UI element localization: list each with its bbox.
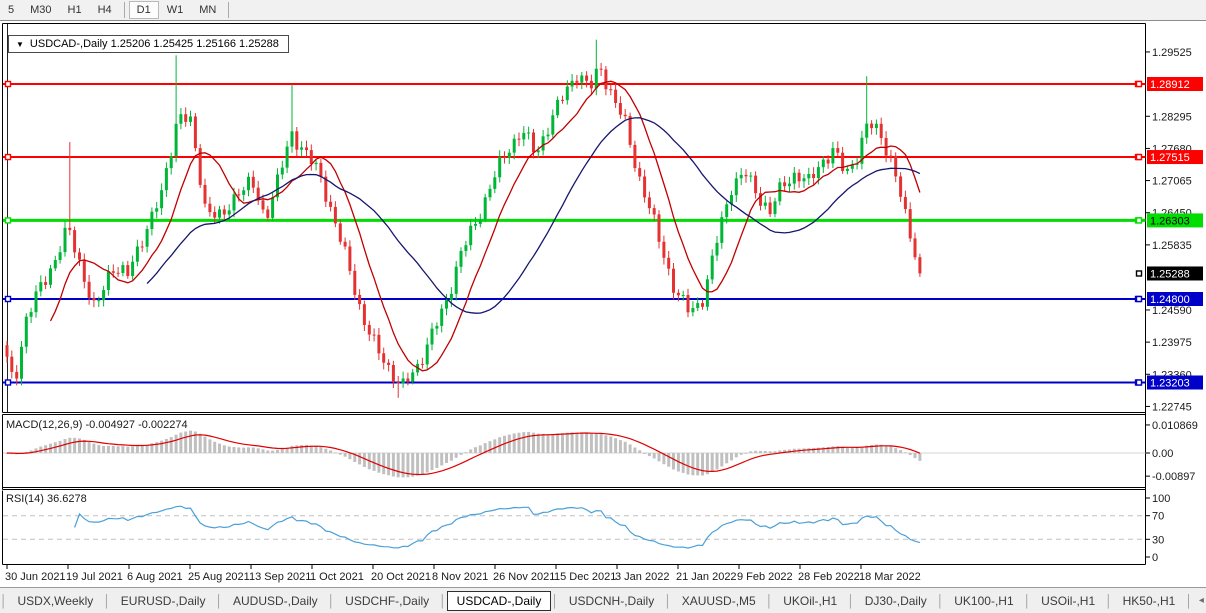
pane-borders <box>2 23 1146 565</box>
date-label: 26 Nov 2021 <box>493 571 555 583</box>
y-axis-tick-label: 1.28295 <box>1152 111 1192 123</box>
chart-title-box[interactable]: ▼ USDCAD-,Daily 1.25206 1.25425 1.25166 … <box>8 35 289 53</box>
chart-tab-bar: │ USDX,Weekly │ EURUSD-,Daily │ AUDUSD-,Daily… <box>0 587 1206 613</box>
current-price-label: 1.25288 <box>1150 268 1190 280</box>
tab-ukoil-h1[interactable]: UKOil-,H1 <box>783 593 838 608</box>
date-label: 8 Nov 2021 <box>432 571 488 583</box>
tab-usdcad-daily[interactable]: USDCAD-,Daily <box>446 590 552 611</box>
date-axis: 30 Jun 2021 19 Jul 2021 6 Aug 2021 25 Aug 2… <box>5 564 921 583</box>
tab-hk50-h1[interactable]: HK50-,H1 <box>1122 593 1176 608</box>
date-label: 28 Feb 2022 <box>798 571 860 583</box>
date-label: 25 Aug 2021 <box>188 571 250 583</box>
tab-usoil-h1[interactable]: USOil-,H1 <box>1041 593 1096 608</box>
tab-divider: │ <box>103 593 111 608</box>
date-label: 30 Jun 2021 <box>5 571 66 583</box>
ma-slow-line <box>146 117 921 314</box>
macd-axis-tick-label: -0.00897 <box>1152 471 1195 483</box>
y-axis-tick-label: 1.29525 <box>1152 47 1192 59</box>
tab-divider: │ <box>1105 593 1113 608</box>
tab-divider: │ <box>551 593 559 608</box>
price-level-label-1.26303: 1.26303 <box>1150 215 1190 227</box>
timeframe-button-d1[interactable]: D1 <box>128 1 159 19</box>
tab-divider: │ <box>215 593 223 608</box>
y-axis-tick-label: 1.24590 <box>1152 305 1192 317</box>
candlesticks <box>5 39 922 398</box>
tab-divider: │ <box>1023 593 1032 608</box>
rsi-axis-tick-label: 30 <box>1152 534 1164 546</box>
level-handle[interactable] <box>4 379 12 386</box>
toolbar-separator <box>123 2 125 18</box>
tab-divider: │ <box>664 593 672 608</box>
rsi-indicator-label: RSI(14) 36.6278 <box>6 493 87 505</box>
tab-divider: │ <box>0 593 8 608</box>
tab-divider: │ <box>936 593 945 608</box>
tab-divider: │ <box>1185 593 1193 608</box>
tab-usdchf-daily[interactable]: USDCHF-,Daily <box>345 593 430 608</box>
tab-uk100-h1[interactable]: UK100-,H1 <box>954 593 1014 608</box>
price-axis: 1.295251.282951.276801.270651.264501.258… <box>1145 47 1198 564</box>
timeframe-button-w1[interactable]: W1 <box>166 4 184 16</box>
chart-canvas[interactable]: 1.295251.282951.276801.270651.264501.258… <box>0 21 1206 587</box>
level-handle[interactable] <box>4 153 12 161</box>
date-label: 13 Sep 2021 <box>249 571 311 583</box>
tab-dj30-daily[interactable]: DJ30-,Daily <box>864 593 927 608</box>
price-level-label-1.28912: 1.28912 <box>1150 79 1190 91</box>
macd-axis-tick-label: 0.010869 <box>1152 420 1198 432</box>
rsi-axis-tick-label: 70 <box>1152 511 1164 523</box>
price-level-flags: 1.28912 1.27515 1.26303 1.24800 1.23203 1.252… <box>1135 77 1203 390</box>
y-axis-tick-label: 1.22745 <box>1152 401 1192 413</box>
tab-xauusd-m5[interactable]: XAUUSD-,M5 <box>681 593 756 608</box>
date-label: 21 Jan 2022 <box>676 571 737 583</box>
macd-indicator-label: MACD(12,26,9) -0.004927 -0.002274 <box>6 419 188 431</box>
level-handle[interactable] <box>4 217 12 224</box>
date-label: 18 Mar 2022 <box>859 571 921 583</box>
chevron-down-icon[interactable]: ▼ <box>16 39 24 49</box>
price-level-label-1.27515: 1.27515 <box>1150 152 1190 164</box>
tab-divider: │ <box>765 593 774 608</box>
rsi-axis-tick-label: 0 <box>1152 552 1158 564</box>
timeframe-button-5[interactable]: 5 <box>8 4 15 16</box>
y-axis-tick-label: 1.27065 <box>1152 176 1192 188</box>
date-label: 19 Jul 2021 <box>66 571 123 583</box>
macd-histogram <box>5 430 922 478</box>
toolbar-separator <box>228 2 230 18</box>
tab-audusd-daily[interactable]: AUDUSD-,Daily <box>232 593 318 608</box>
tab-divider: │ <box>847 593 855 608</box>
level-handle[interactable] <box>4 295 12 303</box>
timeframe-toolbar: 5 M30 H1 H4 D1 W1 MN <box>0 0 1206 21</box>
tab-eurusd-daily[interactable]: EURUSD-,Daily <box>120 593 206 608</box>
y-axis-tick-label: 1.23975 <box>1152 337 1192 349</box>
date-label: 6 Aug 2021 <box>127 571 183 583</box>
level-handle[interactable] <box>4 80 12 88</box>
chart-title: USDCAD-,Daily 1.25206 1.25425 1.25166 1.… <box>29 38 279 50</box>
price-level-label-1.23203: 1.23203 <box>1150 377 1190 389</box>
rsi-level-lines <box>3 515 1146 540</box>
timeframe-button-mn[interactable]: MN <box>199 4 217 16</box>
date-label: 1 Oct 2021 <box>310 571 364 583</box>
tab-scroll-left-icon[interactable]: ◂ <box>1198 595 1204 606</box>
timeframe-button-h4[interactable]: H4 <box>97 4 112 16</box>
macd-axis-tick-label: 0.00 <box>1152 448 1173 460</box>
ma-fast-line <box>49 80 921 372</box>
date-label: 9 Feb 2022 <box>737 571 793 583</box>
date-label: 15 Dec 2021 <box>554 571 616 583</box>
tab-divider: │ <box>327 593 336 608</box>
y-axis-tick-label: 1.25835 <box>1152 240 1192 252</box>
rsi-axis-tick-label: 100 <box>1152 493 1170 505</box>
date-label: 3 Jan 2022 <box>615 571 669 583</box>
tab-usdcnh-daily[interactable]: USDCNH-,Daily <box>568 593 655 608</box>
timeframe-button-m30[interactable]: M30 <box>30 4 52 16</box>
rsi-line <box>74 505 921 549</box>
timeframe-button-h1[interactable]: H1 <box>67 4 82 16</box>
tab-divider: │ <box>439 593 447 608</box>
price-level-label-1.24800: 1.24800 <box>1150 294 1190 306</box>
horizontal-level-lines[interactable] <box>3 80 1146 386</box>
macd-signal-line <box>6 432 921 476</box>
tab-usdx-weekly[interactable]: USDX,Weekly <box>17 593 94 608</box>
date-label: 20 Oct 2021 <box>371 571 431 583</box>
